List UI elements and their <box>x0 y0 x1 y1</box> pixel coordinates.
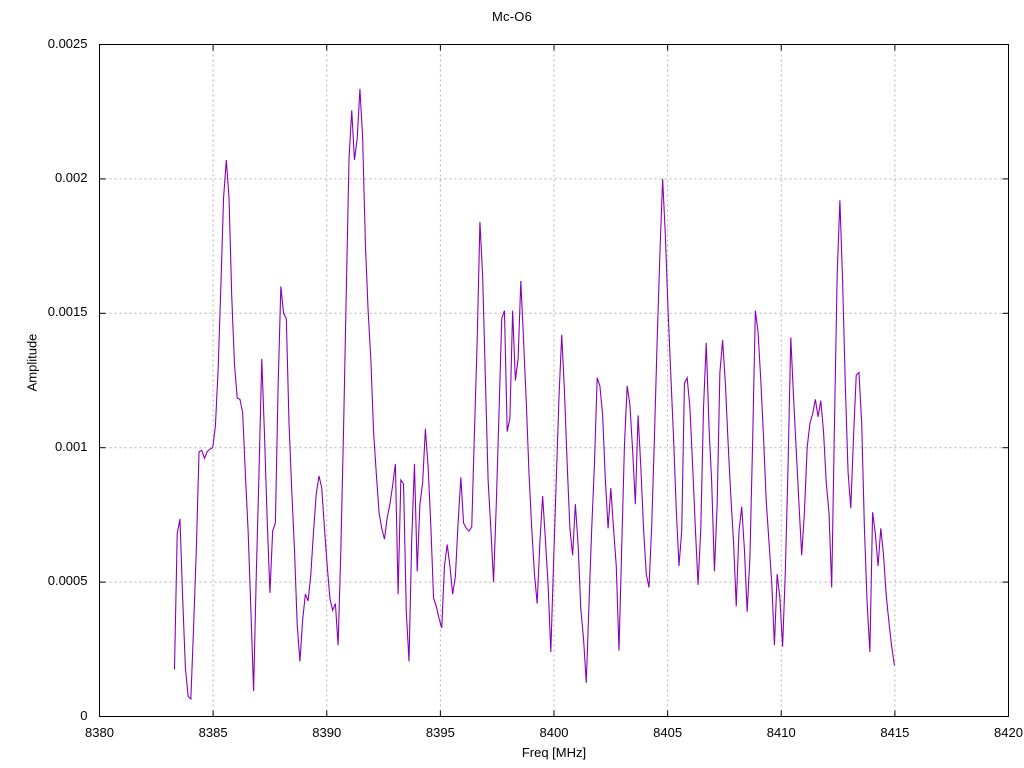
x-tick-label: 8385 <box>198 724 228 740</box>
x-axis-label: Freq [MHz] <box>521 745 587 760</box>
x-tick-label: 8415 <box>880 724 910 740</box>
chart-title: Mc-O6 <box>492 9 532 24</box>
x-tick-label: 8410 <box>766 724 796 740</box>
y-tick-label: 0.0015 <box>47 304 88 320</box>
y-tick-label: 0.0025 <box>47 35 88 51</box>
x-tick-label: 8390 <box>312 724 342 740</box>
grid-lines <box>99 44 1009 717</box>
y-tick-label: 0.0005 <box>47 573 88 589</box>
data-series-group <box>173 88 895 701</box>
y-tick-label: 0.002 <box>54 169 88 185</box>
x-tick-label: 8380 <box>85 724 114 740</box>
x-tick-label: 8405 <box>653 724 683 740</box>
y-tick-label: 0.001 <box>54 438 88 454</box>
x-tick-label: 8395 <box>425 724 455 740</box>
x-tick-label: 8400 <box>539 724 569 740</box>
x-tick-label: 8420 <box>994 724 1023 740</box>
y-tick-label: 0 <box>80 707 88 723</box>
plot-frame <box>99 44 1009 717</box>
data-series-line <box>173 88 895 701</box>
